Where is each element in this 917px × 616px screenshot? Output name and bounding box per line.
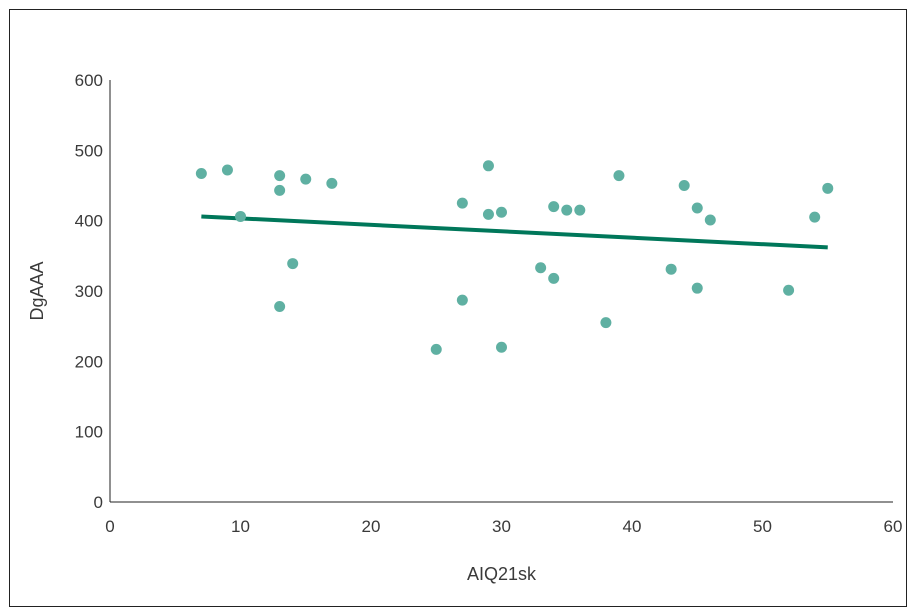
- data-point: [221, 164, 233, 176]
- data-point: [195, 168, 207, 180]
- data-point: [665, 263, 677, 275]
- data-point: [274, 170, 286, 182]
- y-tick-label: 0: [94, 493, 103, 512]
- data-point: [300, 173, 312, 185]
- x-tick-label: 50: [753, 517, 772, 536]
- x-tick-label: 10: [231, 517, 250, 536]
- y-tick-label: 400: [75, 212, 103, 231]
- data-point: [613, 170, 625, 182]
- data-point: [691, 202, 703, 214]
- x-tick-label: 20: [362, 517, 381, 536]
- y-tick-label: 500: [75, 141, 103, 160]
- data-point: [574, 204, 586, 216]
- data-point: [600, 317, 612, 329]
- trendline: [201, 214, 828, 250]
- x-tick-label: 0: [105, 517, 114, 536]
- x-tick-label: 60: [884, 517, 903, 536]
- data-point: [822, 182, 834, 194]
- data-point: [496, 341, 507, 353]
- y-tick-label: 200: [75, 352, 103, 371]
- data-point: [326, 177, 338, 189]
- data-point: [535, 262, 547, 274]
- y-tick-label: 300: [75, 282, 103, 301]
- y-tick-label: 600: [75, 71, 103, 90]
- data-point: [482, 160, 494, 172]
- data-point: [783, 284, 795, 296]
- data-points: [195, 160, 834, 355]
- data-point: [548, 272, 560, 284]
- data-point: [274, 300, 286, 312]
- data-point: [235, 210, 246, 222]
- x-tick-label: 30: [492, 517, 511, 536]
- data-point: [456, 294, 468, 306]
- data-point: [287, 258, 299, 270]
- data-point: [456, 197, 468, 209]
- data-point: [561, 204, 573, 216]
- x-tick-labels: 0 10 20 30 40 50 60: [105, 517, 902, 536]
- data-point: [704, 214, 716, 226]
- data-point: [678, 180, 690, 191]
- y-axis-title: DgAAA: [27, 261, 47, 320]
- chart-frame: [9, 9, 907, 607]
- y-tick-labels: 0 100 200 300 400 500 600: [75, 71, 103, 512]
- axes: [109, 80, 893, 503]
- data-point: [482, 208, 494, 220]
- data-point: [496, 206, 507, 218]
- x-tick-label: 40: [623, 517, 642, 536]
- x-axis-title: AIQ21sk: [467, 564, 537, 584]
- data-point: [809, 211, 821, 223]
- data-point: [548, 201, 560, 213]
- data-point: [274, 184, 286, 196]
- data-point: [691, 282, 703, 294]
- data-point: [430, 343, 442, 355]
- y-tick-label: 100: [75, 423, 103, 442]
